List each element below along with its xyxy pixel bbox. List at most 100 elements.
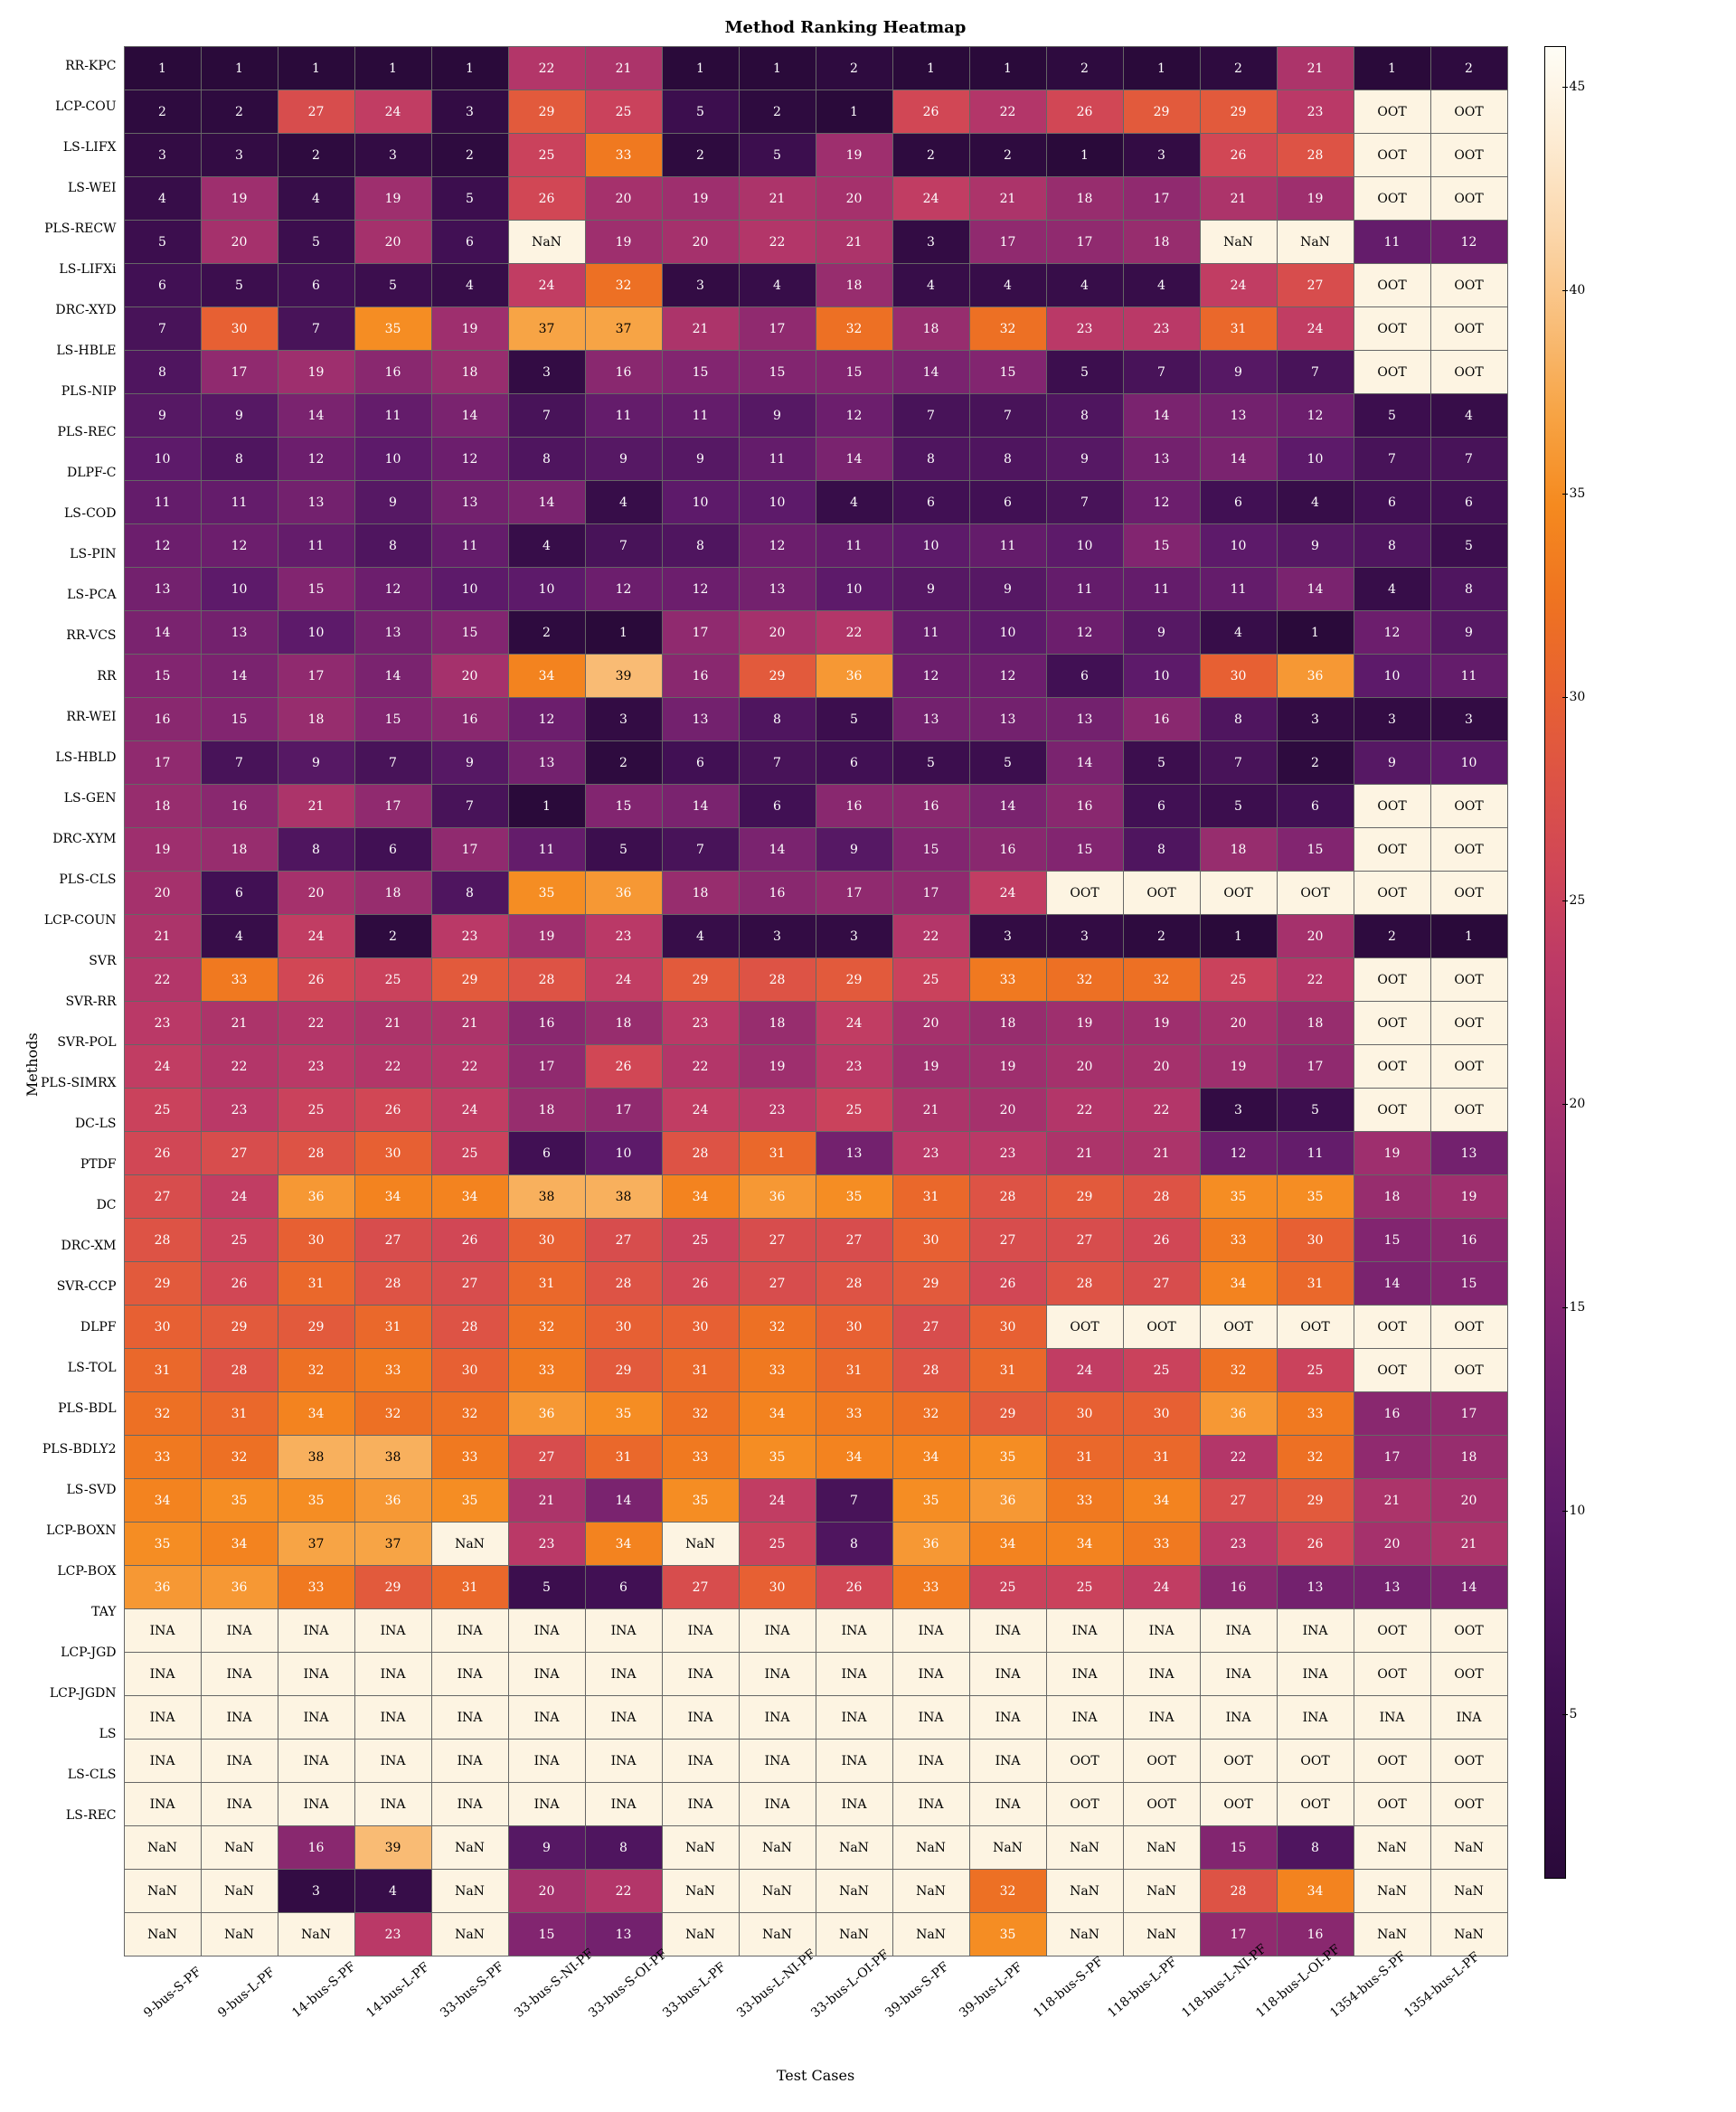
heatmap-cell: 28	[1046, 1262, 1123, 1306]
heatmap-cell: OOT	[1277, 872, 1354, 915]
heatmap-cell: 9	[585, 438, 662, 481]
heatmap-cell: 32	[662, 1392, 739, 1436]
heatmap-cell: 35	[124, 1523, 201, 1566]
heatmap-cell: 7	[508, 394, 585, 438]
heatmap-cell: 36	[124, 1566, 201, 1609]
heatmap-cell: 6	[431, 221, 508, 264]
heatmap-cell: 2	[278, 134, 354, 177]
y-tick-label: LS-COD	[41, 494, 117, 534]
heatmap-cell: OOT	[1123, 1740, 1200, 1783]
heatmap-cell: INA	[1123, 1653, 1200, 1696]
heatmap-cell: NaN	[969, 1826, 1046, 1870]
heatmap-cell: 14	[1354, 1262, 1430, 1306]
heatmap-cell: 9	[1277, 524, 1354, 568]
heatmap-cell: 7	[969, 394, 1046, 438]
heatmap-cell: 21	[1123, 1132, 1200, 1175]
heatmap-cell: 30	[892, 1219, 969, 1262]
x-tick-label: 33-bus-S-OI-PF	[586, 1962, 652, 2021]
heatmap-cell: 11	[1430, 655, 1507, 698]
heatmap-cell: 20	[1277, 915, 1354, 958]
heatmap-cell: INA	[816, 1783, 892, 1826]
heatmap-cell: OOT	[1354, 1002, 1430, 1045]
y-tick-label: PLS-RECW	[41, 209, 117, 250]
heatmap-cell: 12	[969, 655, 1046, 698]
heatmap-cell: 24	[739, 1479, 816, 1523]
heatmap-cell: 16	[969, 828, 1046, 872]
heatmap-cell: 33	[431, 1436, 508, 1479]
heatmap-cell: 29	[739, 655, 816, 698]
heatmap-cell: 19	[1046, 1002, 1123, 1045]
heatmap-cell: INA	[354, 1696, 431, 1740]
x-tick-label: 14-bus-S-PF	[289, 1962, 355, 2021]
heatmap-cell: 28	[354, 1262, 431, 1306]
x-tick-label: 33-bus-S-PF	[438, 1962, 504, 2021]
heatmap-cell: 12	[585, 568, 662, 611]
heatmap-cell: 32	[201, 1436, 278, 1479]
heatmap-cell: 16	[892, 785, 969, 828]
heatmap-cell: 12	[354, 568, 431, 611]
heatmap-cell: OOT	[1354, 1089, 1430, 1132]
heatmap-cell: 12	[739, 524, 816, 568]
heatmap-cell: 15	[969, 351, 1046, 394]
heatmap-cell: 12	[662, 568, 739, 611]
heatmap-cell: INA	[354, 1609, 431, 1653]
heatmap-cell: OOT	[1046, 1740, 1123, 1783]
heatmap-cell: 1	[1277, 611, 1354, 655]
heatmap-cell: 15	[739, 351, 816, 394]
y-tick-label: LS-HBLE	[41, 331, 117, 372]
heatmap-cell: 22	[124, 958, 201, 1002]
heatmap-cell: 25	[662, 1219, 739, 1262]
heatmap-cell: 29	[662, 958, 739, 1002]
heatmap-cell: 32	[124, 1392, 201, 1436]
heatmap-cell: 31	[201, 1392, 278, 1436]
heatmap-cell: OOT	[1430, 264, 1507, 307]
heatmap-cell: OOT	[1430, 1349, 1507, 1392]
heatmap-cell: 36	[969, 1479, 1046, 1523]
heatmap-cell: INA	[662, 1783, 739, 1826]
heatmap-cell: 16	[662, 655, 739, 698]
heatmap-cell: INA	[1277, 1653, 1354, 1696]
heatmap-cell: 24	[585, 958, 662, 1002]
y-tick-label: LCP-JGDN	[41, 1674, 117, 1714]
heatmap-cell: 25	[1200, 958, 1277, 1002]
heatmap-cell: 17	[662, 611, 739, 655]
heatmap-cell: 28	[1277, 134, 1354, 177]
heatmap-cell: 9	[1046, 438, 1123, 481]
heatmap-cell: INA	[892, 1696, 969, 1740]
heatmap-cell: 34	[739, 1392, 816, 1436]
heatmap-cell: 22	[201, 1045, 278, 1089]
heatmap-cell: OOT	[1277, 1740, 1354, 1783]
heatmap-cell: INA	[508, 1653, 585, 1696]
heatmap-cell: 8	[1123, 828, 1200, 872]
heatmap-cell: 33	[1046, 1479, 1123, 1523]
heatmap-cell: 26	[816, 1566, 892, 1609]
heatmap-cell: 7	[278, 307, 354, 351]
heatmap-cell: 13	[1277, 1566, 1354, 1609]
heatmap-cell: 26	[1277, 1523, 1354, 1566]
heatmap-cell: 17	[969, 221, 1046, 264]
heatmap-cell: 17	[1354, 1436, 1430, 1479]
heatmap-cell: OOT	[1430, 307, 1507, 351]
heatmap-cell: 8	[662, 524, 739, 568]
heatmap-cell: 7	[124, 307, 201, 351]
heatmap-cell: 12	[124, 524, 201, 568]
heatmap-cell: 37	[354, 1523, 431, 1566]
heatmap-cell: OOT	[1430, 1740, 1507, 1783]
heatmap-cell: 29	[969, 1392, 1046, 1436]
heatmap-cell: 17	[124, 741, 201, 785]
heatmap-cell: 9	[1354, 741, 1430, 785]
heatmap-cell: 10	[816, 568, 892, 611]
heatmap-cell: 22	[892, 915, 969, 958]
heatmap-cell: 2	[508, 611, 585, 655]
heatmap-cell: 25	[354, 958, 431, 1002]
heatmap-cell: 32	[354, 1392, 431, 1436]
heatmap-cell: 8	[969, 438, 1046, 481]
heatmap-cell: 16	[1430, 1219, 1507, 1262]
heatmap-cell: 7	[662, 828, 739, 872]
heatmap-cell: 2	[1277, 741, 1354, 785]
heatmap-cell: 19	[278, 351, 354, 394]
heatmap-cell: 25	[431, 1132, 508, 1175]
heatmap-cell: 26	[508, 177, 585, 221]
heatmap-cell: INA	[585, 1653, 662, 1696]
heatmap-cell: NaN	[1430, 1913, 1507, 1956]
